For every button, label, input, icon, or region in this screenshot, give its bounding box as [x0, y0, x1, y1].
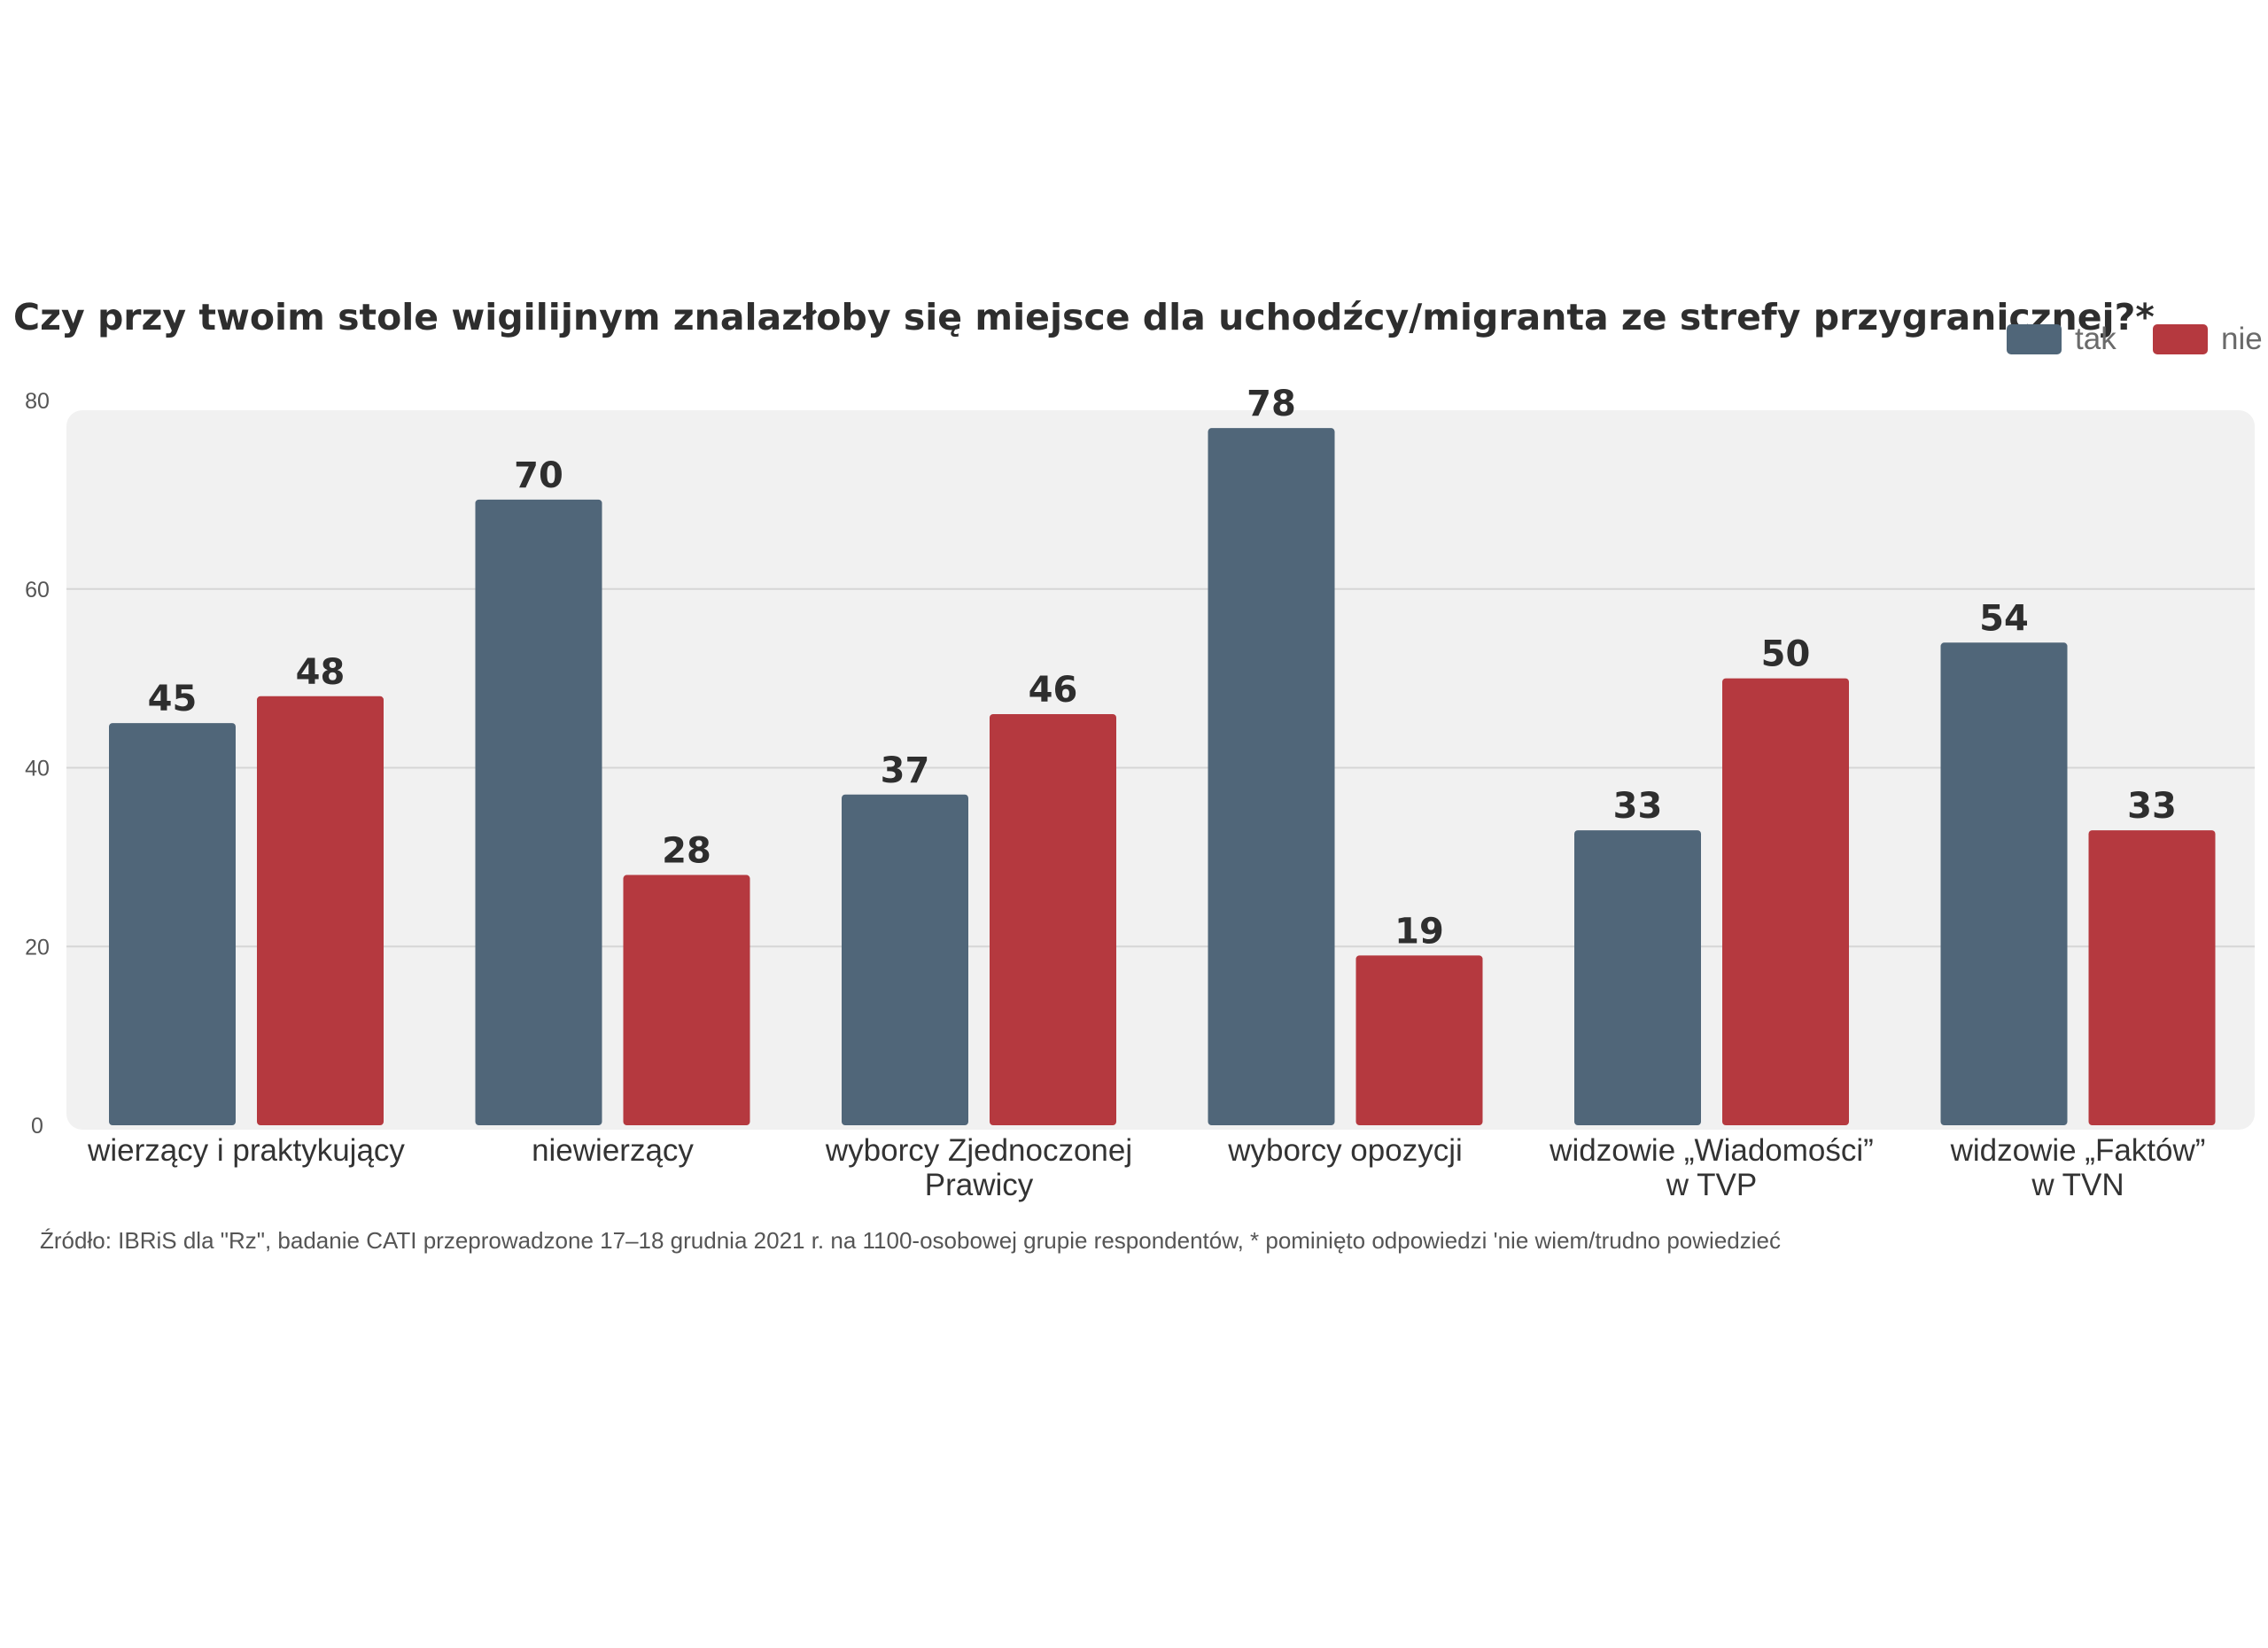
- bar-tak-niewierzacy: [475, 499, 602, 1125]
- bar-tak-widzowie-faktow: [1940, 642, 2068, 1125]
- legend-swatch-tak: [2007, 324, 2062, 354]
- bars: [109, 428, 2216, 1125]
- category-label-widzowie-wiadomosci: widzowie „Wiadomości”: [1549, 1133, 1874, 1168]
- category-label-widzowie-faktow: widzowie „Faktów”: [1950, 1133, 2206, 1168]
- value-label-nie-widzowie-wiadomosci: 50: [1761, 634, 1811, 675]
- legend-label-tak: tak: [2075, 322, 2117, 356]
- y-tick-label-0: 0: [31, 1114, 43, 1139]
- y-tick-label-60: 60: [25, 578, 50, 602]
- category-label-widzowie-faktow-line2: w TVN: [2031, 1168, 2124, 1202]
- grid-lines: [66, 587, 2255, 948]
- plot-background: [66, 410, 2255, 1130]
- category-label-niewierzacy: niewierzący: [532, 1133, 694, 1168]
- y-tick-label-40: 40: [25, 757, 50, 781]
- value-label-nie-widzowie-faktow: 33: [2127, 786, 2177, 827]
- value-label-nie-wyborcy-zjednoczonej-prawicy: 46: [1029, 670, 1078, 711]
- chart-title: Czy przy twoim stole wigilijnym znalazło…: [13, 296, 2155, 338]
- value-label-tak-niewierzacy: 70: [514, 455, 563, 496]
- value-label-nie-wyborcy-opozycji: 19: [1394, 911, 1444, 952]
- legend-swatch-nie: [2153, 324, 2208, 354]
- legend: tak nie: [2007, 322, 2263, 356]
- bar-tak-wyborcy-opozycji: [1208, 428, 1335, 1125]
- bar-nie-wyborcy-opozycji: [1355, 955, 1483, 1125]
- y-tick-label-20: 20: [25, 935, 50, 960]
- value-label-tak-widzowie-wiadomosci: 33: [1613, 786, 1663, 827]
- value-labels: 45 48 70 28 37 46 78 19 33 50 54 33: [148, 384, 2177, 952]
- bar-nie-wierzacy-i-praktykujacy: [257, 696, 384, 1125]
- bar-nie-niewierzacy: [623, 875, 750, 1125]
- bar-tak-widzowie-wiadomosci: [1574, 830, 1701, 1125]
- category-label-widzowie-wiadomosci-line2: w TVP: [1666, 1168, 1757, 1202]
- bar-tak-wyborcy-zjednoczonej-prawicy: [842, 794, 968, 1125]
- category-label-wyborcy-zjednoczonej-prawicy-line2: Prawicy: [925, 1168, 1034, 1202]
- legend-label-nie: nie: [2221, 322, 2263, 356]
- value-label-tak-wyborcy-opozycji: 78: [1247, 384, 1296, 424]
- y-tick-label-80: 80: [25, 389, 50, 414]
- category-labels: wierzący i praktykujący niewierzący wyborc…: [87, 1133, 2205, 1202]
- category-label-wyborcy-opozycji: wyborcy opozycji: [1227, 1133, 1463, 1168]
- category-label-wierzacy-i-praktykujacy: wierzący i praktykujący: [87, 1133, 405, 1168]
- value-label-tak-wierzacy-i-praktykujacy: 45: [148, 679, 198, 719]
- bar-nie-widzowie-faktow: [2088, 830, 2216, 1125]
- bar-nie-wyborcy-zjednoczonej-prawicy: [990, 713, 1116, 1125]
- value-label-nie-niewierzacy: 28: [662, 831, 711, 872]
- source-note: Źródło: IBRiS dla "Rz", badanie CATI prz…: [40, 1227, 1781, 1254]
- value-label-nie-wierzacy-i-praktykujacy: 48: [296, 652, 346, 693]
- bar-nie-widzowie-wiadomosci: [1722, 678, 1849, 1125]
- category-label-wyborcy-zjednoczonej-prawicy: wyborcy Zjednoczonej: [825, 1133, 1132, 1168]
- bar-tak-wierzacy-i-praktykujacy: [109, 723, 236, 1125]
- value-label-tak-wyborcy-zjednoczonej-prawicy: 37: [881, 750, 930, 791]
- y-axis-ticks: 0 20 40 60 80: [25, 389, 50, 1139]
- value-label-tak-widzowie-faktow: 54: [1979, 598, 2029, 639]
